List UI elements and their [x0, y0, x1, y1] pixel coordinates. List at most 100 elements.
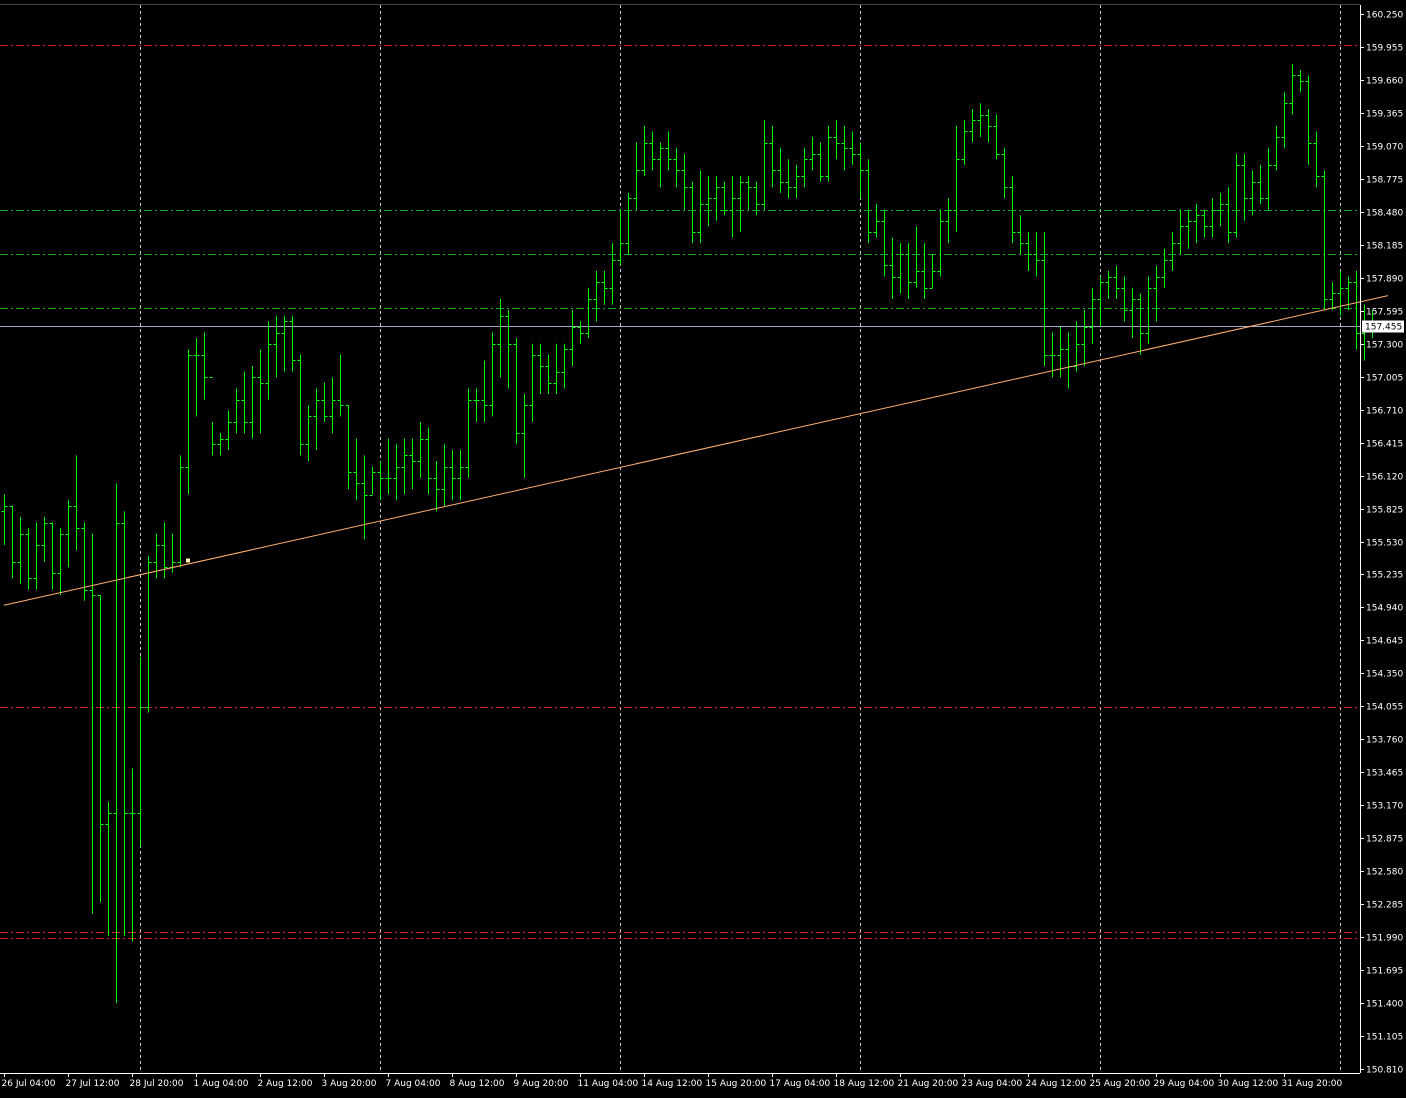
ohlc-bar	[881, 209, 888, 277]
ohlc-bar	[729, 176, 736, 238]
ohlc-bar	[905, 243, 912, 299]
y-tick-label: 151.400	[1366, 1000, 1403, 1010]
ohlc-bar	[1145, 276, 1152, 344]
ohlc-bar	[425, 427, 432, 495]
ohlc-bar	[681, 153, 688, 210]
ohlc-bar	[249, 366, 256, 439]
ohlc-bar	[945, 198, 952, 244]
ohlc-bar	[457, 449, 464, 501]
y-tick-label: 155.530	[1366, 539, 1403, 549]
ohlc-bar	[369, 466, 376, 496]
y-tick-label: 157.890	[1366, 275, 1403, 285]
ohlc-bar	[561, 343, 568, 389]
ohlc-bar	[793, 164, 800, 199]
x-tick-label: 24 Aug 12:00	[1026, 1079, 1087, 1089]
y-tick-label: 152.285	[1366, 901, 1403, 911]
ohlc-bar	[497, 298, 504, 378]
ohlc-bar	[217, 433, 224, 456]
y-tick-label: 151.695	[1366, 967, 1403, 977]
ohlc-bar	[513, 338, 520, 445]
ohlc-bar	[977, 103, 984, 137]
ohlc-bar	[1225, 187, 1232, 244]
ohlc-bar	[521, 393, 528, 478]
ohlc-bar	[1233, 153, 1240, 238]
horizontal-levels	[0, 45, 1360, 939]
ohlc-bar	[617, 209, 624, 266]
y-tick-label: 158.775	[1366, 176, 1403, 186]
ohlc-bar	[473, 388, 480, 422]
ohlc-bar	[1209, 198, 1216, 238]
y-tick-label: 152.580	[1366, 868, 1403, 878]
ohlc-bar	[1177, 209, 1184, 255]
x-tick-label: 21 Aug 20:00	[898, 1079, 959, 1089]
ohlc-bar	[1073, 321, 1080, 372]
ohlc-bar	[465, 388, 472, 478]
ohlc-bar	[1313, 131, 1320, 188]
ohlc-bar	[49, 522, 56, 590]
ohlc-bar	[305, 405, 312, 462]
y-tick-label: 157.005	[1366, 374, 1403, 384]
ohlc-bar	[1241, 153, 1248, 221]
ohlc-bar	[825, 125, 832, 182]
ohlc-bar	[1353, 271, 1360, 350]
ohlc-bar	[1217, 192, 1224, 227]
ohlc-bar	[113, 483, 120, 1004]
x-tick-label: 18 Aug 12:00	[834, 1079, 895, 1089]
ohlc-bar	[1305, 75, 1312, 165]
ohlc-bar	[409, 438, 416, 489]
ohlc-bar	[201, 332, 208, 400]
ohlc-bar	[1193, 203, 1200, 244]
ohlc-bar	[417, 421, 424, 478]
ohlc-bar	[1273, 125, 1280, 171]
ohlc-bar	[1121, 276, 1128, 322]
ohlc-bar	[281, 315, 288, 372]
ohlc-bar	[321, 382, 328, 422]
ohlc-bar	[337, 354, 344, 417]
y-tick-label: 156.415	[1366, 440, 1403, 450]
ohlc-bar	[665, 131, 672, 171]
ohlc-bar	[9, 505, 16, 579]
ohlc-bar	[577, 321, 584, 344]
ohlc-bar	[297, 354, 304, 456]
ohlc-bar	[833, 120, 840, 160]
ohlc-bar	[969, 108, 976, 143]
ohlc-bar	[809, 136, 816, 171]
ohlc-bar	[985, 108, 992, 143]
ohlc-bar	[353, 438, 360, 501]
ohlc-bar	[257, 349, 264, 434]
y-tick-label: 156.120	[1366, 473, 1403, 483]
ohlc-bar	[1105, 271, 1112, 299]
trendline-anchor-handle	[186, 558, 190, 563]
x-tick-label: 30 Aug 12:00	[1218, 1079, 1279, 1089]
ohlc-bar	[73, 455, 80, 551]
ohlc-bar	[1161, 248, 1168, 288]
ohlc-bar	[641, 125, 648, 177]
ohlc-bar	[841, 125, 848, 171]
ohlc-bar	[273, 315, 280, 378]
ohlc-bar	[601, 271, 608, 305]
ohlc-bar	[785, 159, 792, 199]
ohlc-bar	[433, 461, 440, 512]
ohlc-bar	[553, 343, 560, 394]
ohlc-bar	[953, 125, 960, 232]
ohlc-bar	[849, 131, 856, 165]
ohlc-bar	[377, 461, 384, 501]
ohlc-bar	[1033, 231, 1040, 277]
ohlc-bar	[505, 310, 512, 389]
ohlc-bar	[769, 125, 776, 188]
ohlc-bar	[889, 237, 896, 299]
ohlc-bar	[1265, 148, 1272, 210]
y-tick-label: 157.300	[1366, 341, 1403, 351]
y-tick-label: 154.645	[1366, 637, 1403, 647]
y-tick-label: 155.825	[1366, 506, 1403, 516]
ohlc-bar	[1321, 170, 1328, 311]
vertical-grid	[140, 5, 1341, 1073]
ohlc-bar	[913, 226, 920, 288]
ohlc-bar	[1089, 287, 1096, 344]
y-tick-label: 151.990	[1366, 934, 1403, 944]
trendline[interactable]	[3, 295, 1389, 606]
ohlc-bar	[625, 192, 632, 255]
y-tick-label: 158.480	[1366, 209, 1403, 219]
